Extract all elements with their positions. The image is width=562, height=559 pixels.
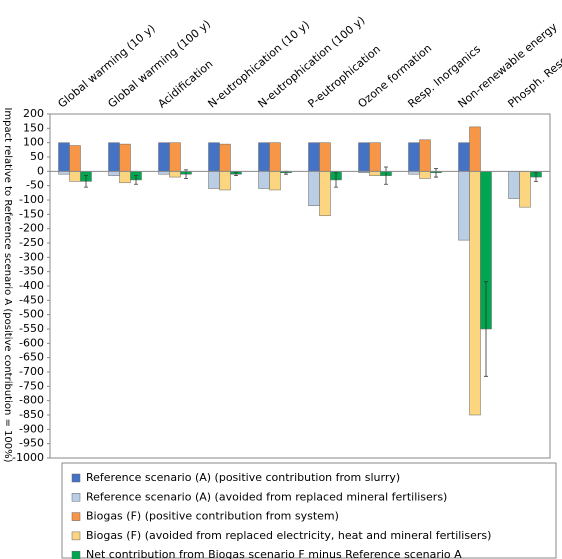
legend-label: Biogas (F) (avoided from replaced electr…	[86, 529, 491, 542]
x-tick-label: Global warming (10 y)	[56, 22, 158, 111]
bar	[169, 142, 181, 172]
y-tick-label: -600	[19, 336, 44, 349]
y-tick-label: -350	[19, 265, 44, 278]
y-tick-label: 200	[23, 107, 44, 120]
legend-label: Reference scenario (A) (avoided from rep…	[86, 490, 447, 503]
legend-label: Net contribution from Biogas scenario F …	[86, 548, 462, 559]
error-bar	[84, 175, 88, 188]
bar	[519, 171, 531, 208]
bar	[408, 142, 420, 172]
y-tick-label: -450	[19, 293, 44, 306]
bar	[419, 171, 431, 179]
error-bar	[534, 172, 538, 182]
y-tick-label: -650	[19, 351, 44, 364]
y-tick-label: -250	[19, 236, 44, 249]
bar	[458, 171, 470, 241]
bar	[258, 142, 270, 172]
error-bar	[384, 166, 388, 185]
bar	[369, 171, 381, 176]
error-bar	[484, 281, 488, 377]
legend-swatch	[71, 512, 81, 521]
error-bar	[234, 172, 238, 177]
bar	[208, 171, 220, 189]
bar	[358, 142, 370, 172]
bar	[469, 126, 481, 172]
error-bar	[434, 168, 438, 178]
y-tick-label: -700	[19, 365, 44, 378]
y-tick-label: -850	[19, 408, 44, 421]
legend-box	[61, 462, 557, 559]
bar	[458, 142, 470, 172]
bar	[469, 171, 481, 416]
bar	[308, 142, 320, 172]
bar	[108, 171, 120, 176]
bar	[108, 142, 120, 172]
bar	[119, 171, 131, 184]
error-bar	[334, 172, 338, 188]
bar	[58, 142, 70, 172]
bar	[269, 171, 281, 191]
bar	[369, 142, 381, 172]
legend-label: Reference scenario (A) (positive contrib…	[86, 471, 400, 484]
y-tick-label: -100	[19, 193, 44, 206]
y-tick-label: 50	[30, 150, 44, 163]
x-tick-label: Non-renewable energy	[456, 20, 561, 111]
legend-swatch	[71, 550, 81, 559]
legend-swatch	[71, 493, 81, 502]
bar	[258, 171, 270, 189]
legend-swatch	[71, 531, 81, 541]
bar	[119, 143, 131, 172]
y-tick-label: -200	[19, 222, 44, 235]
y-tick-label: -50	[26, 179, 44, 192]
bar	[69, 171, 81, 182]
bar	[69, 145, 81, 172]
bar	[219, 143, 231, 172]
bar	[308, 171, 320, 206]
y-tick-label: -300	[19, 250, 44, 263]
bar	[158, 142, 170, 172]
y-tick-label: -150	[19, 207, 44, 220]
error-bar	[134, 175, 138, 185]
bar	[319, 142, 331, 172]
bar	[419, 139, 431, 172]
y-tick-label: -400	[19, 279, 44, 292]
bar	[508, 171, 520, 199]
bar	[219, 171, 231, 191]
bar	[169, 171, 181, 178]
bar	[208, 142, 220, 172]
bar	[269, 142, 281, 172]
y-tick-label: -500	[19, 308, 44, 321]
legend-label: Biogas (F) (positive contribution from s…	[86, 510, 339, 523]
y-tick-label: 150	[23, 121, 44, 134]
y-tick-label: -550	[19, 322, 44, 335]
y-tick-label: -800	[19, 394, 44, 407]
y-tick-label: -900	[19, 422, 44, 435]
y-tick-label: -750	[19, 379, 44, 392]
y-tick-label: -950	[19, 437, 44, 450]
y-tick-label: 100	[23, 136, 44, 149]
y-tick-label: -1000	[12, 451, 44, 464]
bar	[319, 171, 331, 217]
y-tick-label: 0	[37, 164, 44, 177]
legend-swatch	[71, 473, 81, 483]
y-axis-label: Impact relative to Reference scenario A …	[2, 107, 13, 462]
